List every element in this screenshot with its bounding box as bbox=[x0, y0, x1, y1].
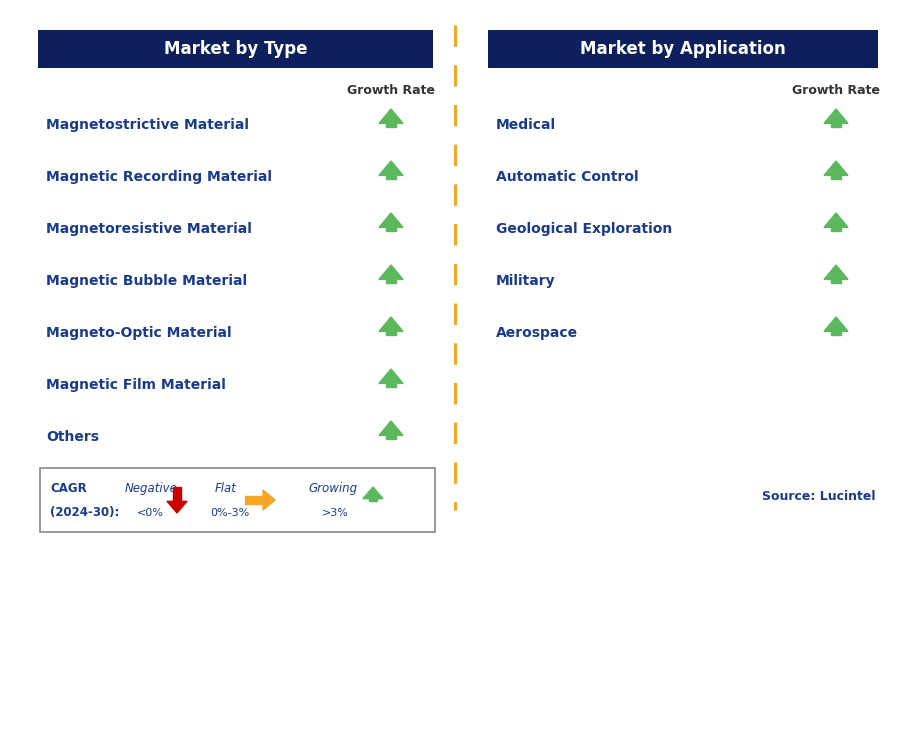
Text: Growth Rate: Growth Rate bbox=[347, 83, 435, 97]
Text: Source: Lucintel: Source: Lucintel bbox=[762, 491, 875, 503]
Text: <0%: <0% bbox=[137, 508, 164, 518]
Text: Medical: Medical bbox=[496, 118, 556, 132]
Polygon shape bbox=[379, 109, 403, 124]
Text: Market by Type: Market by Type bbox=[164, 40, 307, 58]
Polygon shape bbox=[386, 279, 395, 282]
Text: Growing: Growing bbox=[308, 482, 357, 495]
Text: Magnetic Recording Material: Magnetic Recording Material bbox=[46, 170, 272, 184]
Polygon shape bbox=[386, 435, 395, 439]
Text: (2024-30):: (2024-30): bbox=[50, 506, 120, 519]
Text: Market by Application: Market by Application bbox=[580, 40, 785, 58]
Polygon shape bbox=[379, 421, 403, 435]
Polygon shape bbox=[824, 317, 848, 331]
Polygon shape bbox=[379, 213, 403, 228]
Text: Military: Military bbox=[496, 274, 556, 288]
Polygon shape bbox=[245, 496, 263, 504]
Text: Magnetic Bubble Material: Magnetic Bubble Material bbox=[46, 274, 247, 288]
Polygon shape bbox=[386, 331, 395, 335]
Text: Geological Exploration: Geological Exploration bbox=[496, 222, 672, 236]
Text: Flat: Flat bbox=[215, 482, 237, 495]
FancyBboxPatch shape bbox=[488, 30, 878, 68]
Polygon shape bbox=[386, 124, 395, 127]
Polygon shape bbox=[379, 369, 403, 383]
Polygon shape bbox=[167, 501, 187, 513]
Polygon shape bbox=[832, 175, 841, 178]
Polygon shape bbox=[824, 109, 848, 124]
Text: CAGR: CAGR bbox=[50, 482, 87, 495]
Polygon shape bbox=[824, 213, 848, 228]
Polygon shape bbox=[369, 499, 376, 501]
Polygon shape bbox=[379, 265, 403, 279]
Text: Aerospace: Aerospace bbox=[496, 326, 578, 340]
Polygon shape bbox=[263, 490, 275, 510]
Polygon shape bbox=[832, 279, 841, 282]
Text: Negative: Negative bbox=[125, 482, 178, 495]
Polygon shape bbox=[363, 487, 383, 499]
Polygon shape bbox=[832, 228, 841, 231]
FancyBboxPatch shape bbox=[38, 30, 433, 68]
Text: Automatic Control: Automatic Control bbox=[496, 170, 639, 184]
Text: Magnetoresistive Material: Magnetoresistive Material bbox=[46, 222, 252, 236]
Polygon shape bbox=[386, 175, 395, 178]
Polygon shape bbox=[832, 331, 841, 335]
FancyBboxPatch shape bbox=[40, 468, 435, 532]
Polygon shape bbox=[386, 228, 395, 231]
Text: 0%-3%: 0%-3% bbox=[210, 508, 249, 518]
Text: Magnetostrictive Material: Magnetostrictive Material bbox=[46, 118, 249, 132]
Text: Others: Others bbox=[46, 430, 99, 444]
Polygon shape bbox=[379, 161, 403, 175]
Text: Magneto-Optic Material: Magneto-Optic Material bbox=[46, 326, 231, 340]
Polygon shape bbox=[832, 124, 841, 127]
Polygon shape bbox=[379, 317, 403, 331]
Text: Magnetic Film Material: Magnetic Film Material bbox=[46, 378, 226, 392]
Polygon shape bbox=[824, 265, 848, 279]
Polygon shape bbox=[386, 383, 395, 386]
Polygon shape bbox=[824, 161, 848, 175]
Polygon shape bbox=[173, 487, 180, 501]
Text: >3%: >3% bbox=[322, 508, 349, 518]
Text: Growth Rate: Growth Rate bbox=[792, 83, 880, 97]
